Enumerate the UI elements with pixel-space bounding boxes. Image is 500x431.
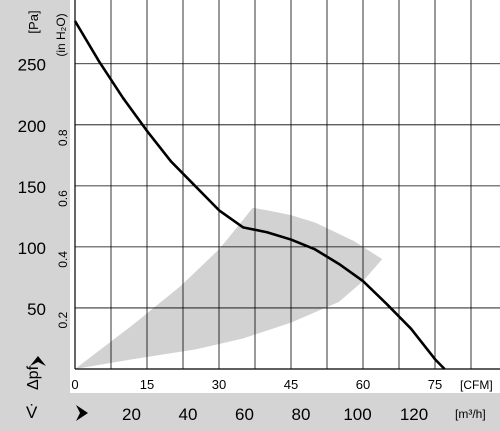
- labels-layer: [Pa] (in H₂O) Δpf [CFM] V̇ [m³/h] 50 100 1…: [18, 10, 493, 424]
- y-tick-label: 100: [18, 239, 46, 258]
- x-secondary-tick-label: 60: [235, 405, 254, 424]
- x-secondary-tick-label: 80: [292, 405, 311, 424]
- x-tick-label: 0: [71, 377, 78, 392]
- y-tick-label: 200: [18, 117, 46, 136]
- curve-layer: [73, 20, 446, 370]
- y-unit-label: [Pa]: [26, 10, 41, 33]
- x-tick-label: 30: [212, 377, 226, 392]
- x-tick-label: 60: [356, 377, 370, 392]
- x-tick-label: 45: [284, 377, 298, 392]
- x-secondary-tick-label: 20: [122, 405, 141, 424]
- x-secondary-tick-label: 100: [343, 405, 371, 424]
- y-secondary-tick-label: 0.2: [56, 312, 70, 329]
- x-secondary-unit-label: [m³/h]: [455, 407, 486, 421]
- left-sidebar: [0, 0, 70, 393]
- x-secondary-tick-label: 120: [400, 405, 428, 424]
- operating-region-layer: [75, 207, 383, 369]
- x-secondary-symbol: V̇: [26, 403, 38, 422]
- y-tick-label: 250: [18, 56, 46, 75]
- y-tick-label: 50: [27, 300, 46, 319]
- operating-region: [75, 207, 383, 369]
- y-secondary-tick-label: 0.8: [56, 129, 70, 146]
- x-arrow-icon: [76, 405, 88, 421]
- grid: [74, 0, 500, 370]
- y-secondary-tick-label: 0.4: [56, 251, 70, 268]
- y-tick-label: 150: [18, 178, 46, 197]
- x-tick-label: 75: [428, 377, 442, 392]
- y-secondary-tick-label: 0.6: [56, 190, 70, 207]
- x-unit-label: [CFM]: [460, 378, 493, 392]
- x-tick-label: 15: [140, 377, 154, 392]
- y-arrow-icon: [30, 356, 46, 366]
- x-secondary-tick-label: 40: [179, 405, 198, 424]
- y-secondary-unit-label: (in H₂O): [54, 13, 68, 56]
- series-line: [73, 20, 446, 370]
- y-axis-symbol: Δpf: [25, 365, 42, 390]
